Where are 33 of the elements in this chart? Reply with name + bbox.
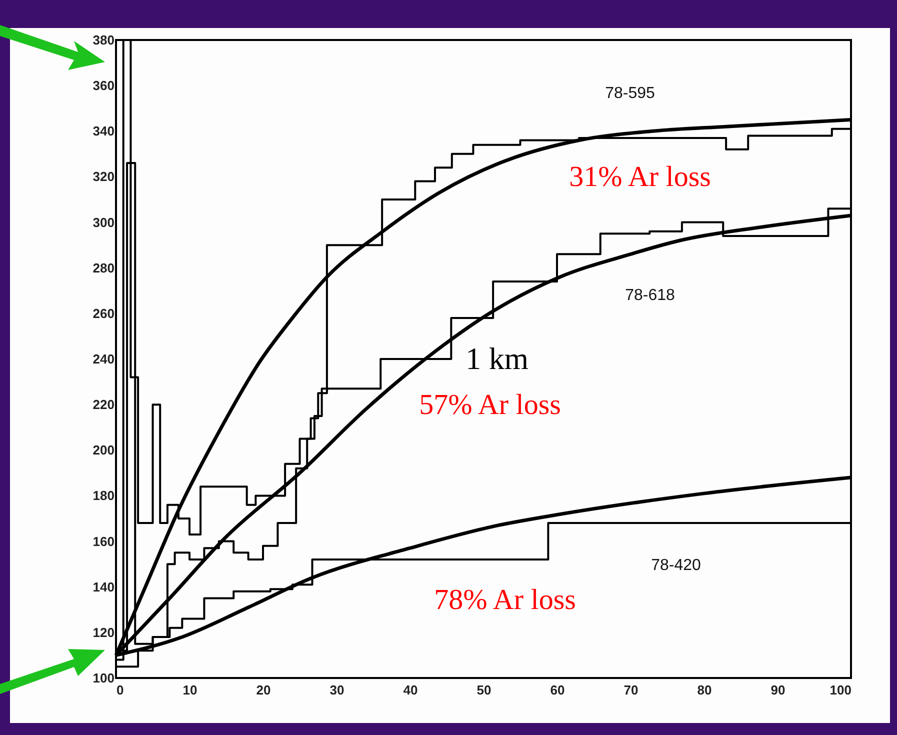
y-tick-label: 220 <box>92 397 114 412</box>
y-tick-label: 320 <box>92 169 114 184</box>
y-tick-label: 100 <box>92 670 114 686</box>
x-tick-label: 30 <box>330 682 344 698</box>
x-tick-label: 60 <box>550 682 565 698</box>
y-tick-label: 300 <box>92 214 114 230</box>
y-tick-label: 280 <box>92 260 114 276</box>
annotation: 78% Ar loss <box>434 584 576 616</box>
x-tick-label: 70 <box>624 682 638 698</box>
x-tick-label: 80 <box>697 682 712 698</box>
x-tick-label: 0 <box>116 682 124 698</box>
y-tick-label: 360 <box>92 78 114 94</box>
x-tick-label: 40 <box>403 682 418 698</box>
x-tick-label: 90 <box>770 682 786 698</box>
x-tick-label: 50 <box>476 682 492 698</box>
y-tick-label: 340 <box>92 124 114 139</box>
annotation: 31% Ar loss <box>569 161 711 193</box>
y-tick-label: 380 <box>92 32 114 48</box>
y-tick-label: 160 <box>92 534 114 549</box>
annotation: 1 km <box>466 341 528 376</box>
x-tick-label: 20 <box>256 682 271 698</box>
y-tick-label: 180 <box>92 488 114 504</box>
x-tick-label: 10 <box>182 682 198 698</box>
annotation: 78-420 <box>651 557 702 574</box>
y-tick-label: 240 <box>92 352 114 366</box>
x-tick-label: 100 <box>830 682 852 698</box>
annotation: 78-595 <box>605 85 656 102</box>
annotation: 78-618 <box>625 287 676 304</box>
y-tick-label: 260 <box>92 306 114 321</box>
y-tick-label: 120 <box>92 624 114 640</box>
annotation: 57% Ar loss <box>419 389 561 421</box>
y-tick-label: 200 <box>92 442 114 458</box>
y-tick-label: 140 <box>92 579 114 594</box>
